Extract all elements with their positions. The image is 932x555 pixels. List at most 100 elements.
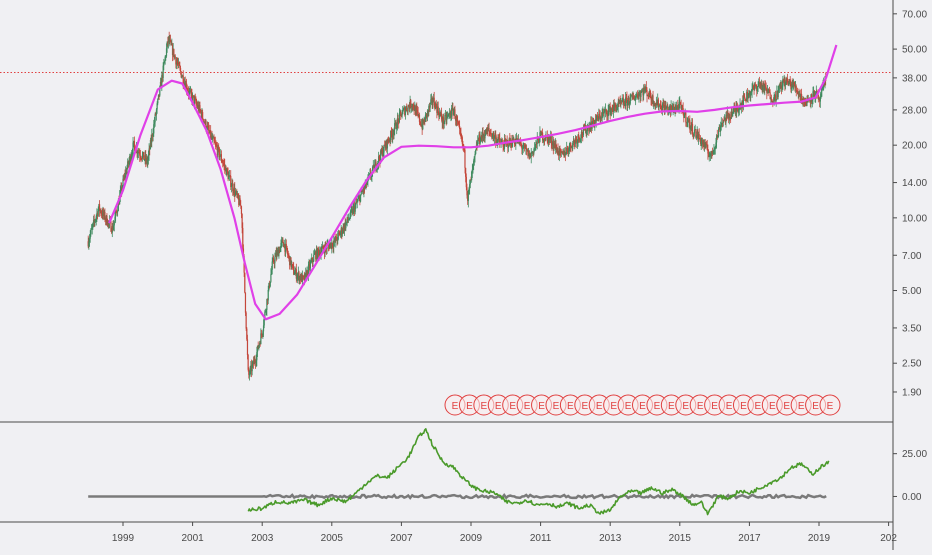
candle-body xyxy=(383,144,385,153)
candle-body xyxy=(758,82,760,86)
candle-body xyxy=(174,55,176,59)
candle-body xyxy=(631,94,633,96)
candle-body xyxy=(360,190,362,195)
candle-body xyxy=(584,127,586,131)
candle-body xyxy=(649,90,651,97)
candle-body xyxy=(572,140,574,143)
candle-body xyxy=(143,152,145,160)
candle-body xyxy=(93,219,95,222)
candle-body xyxy=(133,140,135,143)
candle-body xyxy=(358,196,360,197)
candle-body xyxy=(414,106,416,111)
candle-body xyxy=(373,165,375,172)
candle-body xyxy=(396,128,398,130)
candle-body xyxy=(255,360,257,363)
candle-body xyxy=(268,283,271,287)
candle-body xyxy=(213,137,215,141)
candle-body xyxy=(471,171,473,181)
candle-body xyxy=(369,173,371,175)
candle-body xyxy=(660,104,662,110)
candle-body xyxy=(582,134,584,136)
candle-body xyxy=(796,91,799,95)
candle-body xyxy=(290,257,292,267)
candle-body xyxy=(295,269,297,273)
candle-body xyxy=(676,105,678,108)
candle-body xyxy=(580,137,582,140)
candle-body xyxy=(394,122,396,124)
candle-body xyxy=(228,175,230,180)
candle-body xyxy=(699,138,701,139)
candle-body xyxy=(544,138,546,140)
candle-body xyxy=(249,368,251,375)
candle-body xyxy=(123,175,125,179)
candle-body xyxy=(189,90,192,92)
candle-body xyxy=(119,190,121,196)
earnings-marker-label: E xyxy=(783,401,790,412)
candle-body xyxy=(305,272,307,274)
candle-body xyxy=(258,345,260,349)
candle-body xyxy=(147,159,149,164)
candle-body xyxy=(162,65,164,78)
candle-body xyxy=(575,139,577,140)
candle-body xyxy=(776,91,778,100)
candle-body xyxy=(341,228,343,235)
candle-body xyxy=(450,116,452,118)
candle-body xyxy=(819,98,821,102)
candle-body xyxy=(722,119,724,123)
candle-body xyxy=(241,214,243,228)
earnings-marker: E xyxy=(545,394,567,416)
candle-body xyxy=(183,83,185,85)
candle-body xyxy=(182,75,184,84)
candle-body xyxy=(431,97,433,103)
candle-body xyxy=(653,102,655,105)
candle-body xyxy=(741,100,743,105)
candle-body xyxy=(731,111,733,117)
candle-body xyxy=(725,114,727,123)
candle-body xyxy=(769,92,771,100)
candle-body xyxy=(473,156,475,161)
candle-body xyxy=(671,108,674,110)
candle-body xyxy=(279,246,281,253)
candle-body xyxy=(465,176,467,188)
price-tick-label: 50.00 xyxy=(902,45,927,56)
candle-body xyxy=(441,119,443,123)
candle-body xyxy=(144,155,146,160)
candle-body xyxy=(783,79,785,82)
candle-body xyxy=(576,140,579,144)
candle-body xyxy=(718,127,720,129)
candle-body xyxy=(293,274,295,276)
candle-body xyxy=(586,131,588,134)
candle-body xyxy=(564,151,566,156)
candle-body xyxy=(662,103,664,106)
candle-body xyxy=(597,117,599,121)
candle-body xyxy=(422,119,424,130)
candle-body xyxy=(189,90,191,92)
candle-body xyxy=(418,114,421,122)
candle-body xyxy=(437,106,439,113)
candle-body xyxy=(272,258,275,263)
candle-body xyxy=(449,113,451,117)
candle-body xyxy=(254,359,256,363)
candle-body xyxy=(390,130,392,141)
price-tick-label: 14.00 xyxy=(902,178,927,189)
candle-body xyxy=(317,248,320,252)
candle-body xyxy=(322,245,324,250)
candle-body xyxy=(246,328,248,340)
candle-body xyxy=(259,343,261,345)
time-tick-label: 2019 xyxy=(808,533,831,544)
earnings-marker-label: E xyxy=(495,401,502,412)
candle-body xyxy=(289,256,291,266)
candle-body xyxy=(406,110,409,112)
candle-body xyxy=(650,97,652,100)
candle-body xyxy=(117,210,119,213)
candle-body xyxy=(430,99,432,103)
candle-body xyxy=(661,109,663,111)
candle-body xyxy=(588,126,591,132)
candle-body xyxy=(728,113,730,119)
candle-body xyxy=(242,248,245,256)
candle-body xyxy=(258,343,261,346)
candle-body xyxy=(573,140,575,142)
candle-body xyxy=(378,156,380,159)
candle-body xyxy=(734,107,736,111)
candle-body xyxy=(582,127,585,136)
